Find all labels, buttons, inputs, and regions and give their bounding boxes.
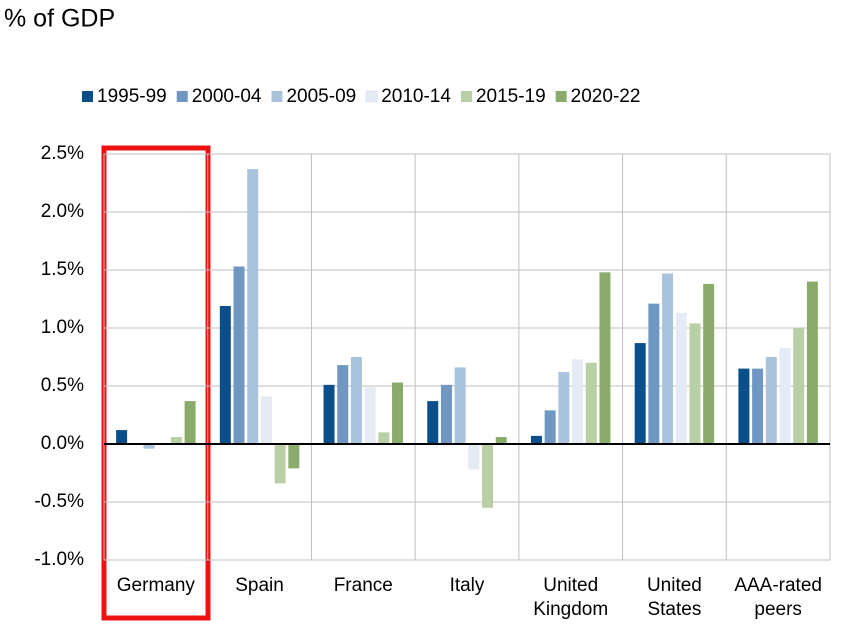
bar [233,266,245,444]
bar [806,281,818,444]
x-tick-label: AAA-rated peers [734,575,822,620]
bar [572,359,584,444]
bar [738,368,750,444]
legend-label: 2010-14 [381,86,451,107]
legend-label: 2015-19 [476,86,546,107]
bar [454,367,466,444]
bar [392,382,404,444]
y-tick-label: -0.5% [34,491,84,512]
y-tick-label: 1.0% [41,317,84,338]
y-tick-label: 1.5% [41,259,84,280]
bar [337,365,349,444]
legend-label: 2000-04 [192,86,262,107]
bar [689,323,701,444]
y-tick-label: 2.0% [41,201,84,222]
bar [143,444,155,449]
y-tick-label: 0.5% [41,375,84,396]
legend-swatch [82,91,93,102]
bar [184,401,196,444]
bar [752,368,764,444]
bar [495,437,507,444]
bar [378,432,390,444]
bar [648,303,660,444]
bar [482,444,494,508]
bar [703,283,715,444]
chart-title: % of GDP [4,5,115,33]
bar [274,444,286,484]
legend-label: 1995-99 [97,86,167,107]
bar [585,362,597,444]
x-tick-label: Italy [449,575,485,596]
x-tick-label: Spain [235,575,284,596]
legend-swatch [271,91,283,102]
bar [779,347,791,444]
legend-label: 2020-22 [571,86,641,107]
legend-label: 2005-09 [286,86,356,107]
bar [544,410,556,444]
bar [247,169,259,444]
bar [440,384,452,444]
legend-swatch [365,90,378,103]
y-tick-label: -1.0% [34,549,84,570]
bar [219,305,231,444]
bar [427,401,439,444]
x-tick-label: United Kingdom [533,575,609,620]
y-tick-label: 0.0% [41,433,84,454]
bar [558,372,570,444]
plot-border [103,153,831,561]
bar [288,444,300,469]
bar [116,430,128,444]
x-tick-label: United States [646,575,702,620]
bar [323,384,335,444]
bar [260,396,272,444]
bar [599,272,611,444]
bar [350,357,362,444]
bar [675,312,687,444]
highlight-box [101,145,211,621]
bar [364,387,376,444]
bar [793,328,805,444]
bar [634,343,646,444]
y-tick-label: 2.5% [41,143,84,164]
x-tick-label: Germany [116,575,195,596]
legend-swatch [460,91,472,102]
legend-swatch [176,91,188,102]
legend-swatch [555,91,567,102]
bar [662,273,674,444]
x-tick-label: France [333,575,393,596]
bar [530,435,542,444]
bar [170,437,182,444]
bar [468,444,480,470]
bar [765,357,777,444]
